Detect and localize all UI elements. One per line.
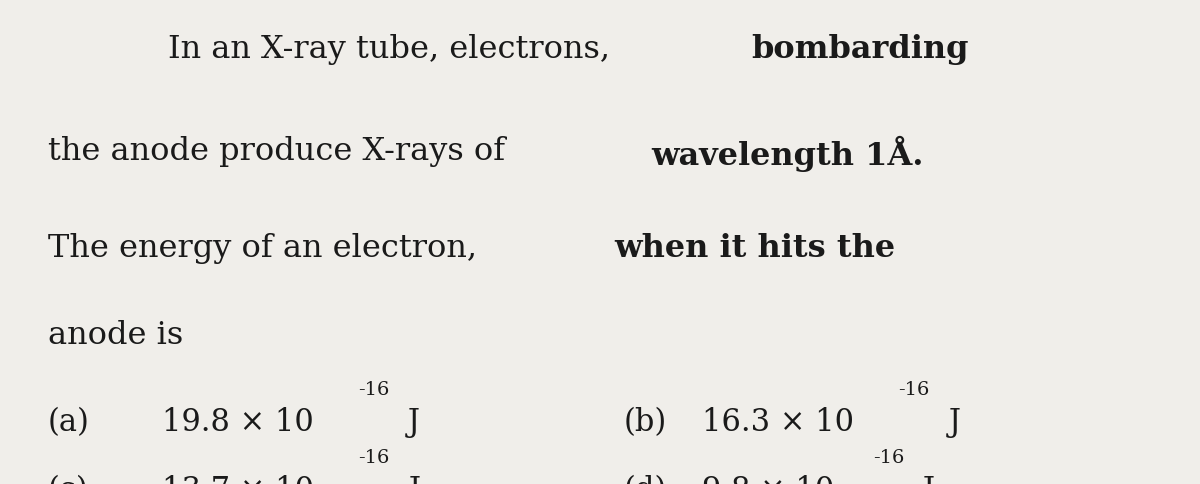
Text: The energy of an electron,: The energy of an electron,	[48, 232, 487, 263]
Text: -16: -16	[358, 448, 390, 466]
Text: when it hits the: when it hits the	[614, 232, 895, 263]
Text: (a): (a)	[48, 407, 90, 438]
Text: J: J	[398, 407, 420, 438]
Text: (b): (b)	[624, 407, 667, 438]
Text: wavelength 1Å.: wavelength 1Å.	[650, 136, 924, 172]
Text: 19.8 × 10: 19.8 × 10	[162, 407, 313, 438]
Text: the anode produce X-rays of: the anode produce X-rays of	[48, 136, 515, 166]
Text: anode is: anode is	[48, 319, 184, 350]
Text: (d): (d)	[624, 474, 667, 484]
Text: 16.3 × 10: 16.3 × 10	[702, 407, 854, 438]
Text: bombarding: bombarding	[751, 34, 968, 65]
Text: 9.8 × 10: 9.8 × 10	[702, 474, 834, 484]
Text: (c): (c)	[48, 474, 89, 484]
Text: 13.7 × 10: 13.7 × 10	[162, 474, 314, 484]
Text: In an X-ray tube, electrons,: In an X-ray tube, electrons,	[168, 34, 620, 65]
Text: J: J	[913, 474, 935, 484]
Text: -16: -16	[898, 380, 930, 398]
Text: J: J	[398, 474, 421, 484]
Text: -16: -16	[358, 380, 389, 398]
Text: -16: -16	[872, 448, 904, 466]
Text: J: J	[938, 407, 961, 438]
